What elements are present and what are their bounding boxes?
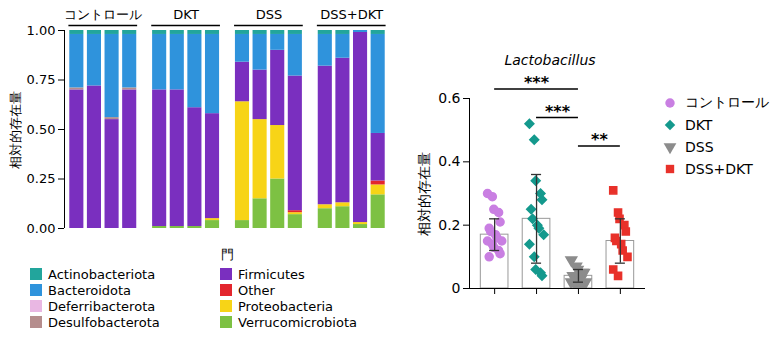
html-text:Actinobacteriota: Actinobacteriota — [48, 266, 156, 282]
html-text:Proteobacteria: Proteobacteria — [238, 298, 334, 314]
html-text:Desulfobacterota: Desulfobacterota — [48, 314, 160, 330]
html-text:Firmicutes: Firmicutes — [238, 266, 305, 282]
svg-text:0.75: 0.75 — [27, 72, 56, 87]
svg-text:0.00: 0.00 — [27, 221, 56, 236]
svg-text:***: *** — [545, 102, 571, 121]
svg-text:相対的存在量: 相対的存在量 — [8, 91, 23, 169]
svg-text:0.50: 0.50 — [27, 122, 56, 137]
html-text:Bacteroidota: Bacteroidota — [48, 282, 131, 298]
svg-text:相対的存在量: 相対的存在量 — [416, 152, 432, 236]
svg-text:門: 門 — [221, 247, 234, 262]
svg-text:DSS: DSS — [256, 7, 283, 22]
html-text:DSS: DSS — [685, 139, 714, 155]
html-text:コントロール: コントロール — [685, 94, 769, 110]
html-text:Verrucomicrobiota: Verrucomicrobiota — [238, 314, 357, 330]
html-text:DSS+DKT: DSS+DKT — [685, 161, 753, 177]
svg-text:0: 0 — [452, 280, 461, 296]
svg-text:0.25: 0.25 — [27, 171, 56, 186]
svg-text:コントロール: コントロール — [64, 7, 142, 22]
html-text:Other: Other — [238, 282, 275, 298]
html-text:Lactobacillus: Lactobacillus — [504, 52, 596, 68]
html-text:DKT: DKT — [685, 117, 713, 133]
svg-text:DKT: DKT — [173, 7, 199, 22]
svg-text:0.2: 0.2 — [438, 217, 460, 233]
svg-text:0.4: 0.4 — [438, 153, 460, 169]
svg-text:1.00: 1.00 — [27, 23, 56, 38]
svg-text:0.6: 0.6 — [438, 90, 460, 106]
svg-text:**: ** — [591, 130, 608, 149]
svg-text:***: *** — [524, 73, 550, 92]
html-text:Deferribacterota: Deferribacterota — [48, 298, 156, 314]
svg-text:DSS+DKT: DSS+DKT — [320, 7, 383, 22]
